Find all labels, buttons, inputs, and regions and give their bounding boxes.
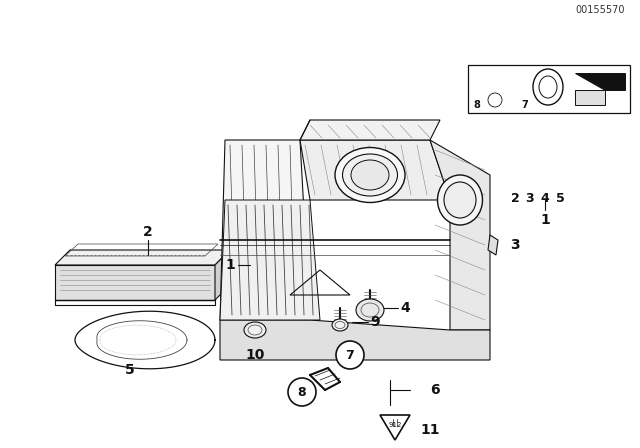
Text: 6: 6 [430,383,440,397]
Polygon shape [220,200,320,320]
Polygon shape [220,320,490,360]
Bar [468,65,630,113]
Ellipse shape [356,299,384,321]
Text: 00155570: 00155570 [575,5,625,15]
Text: 9: 9 [370,315,380,329]
Text: 8: 8 [474,100,481,110]
Text: 4: 4 [400,301,410,315]
Ellipse shape [335,147,405,202]
Polygon shape [215,250,230,300]
Polygon shape [430,140,490,330]
Text: 5: 5 [125,363,135,377]
Text: 11: 11 [420,423,440,437]
Polygon shape [488,235,498,255]
Polygon shape [300,120,440,140]
Polygon shape [575,73,625,90]
Text: 10: 10 [245,348,265,362]
Ellipse shape [342,154,397,196]
Text: 3: 3 [525,191,534,204]
Polygon shape [220,140,310,320]
Circle shape [288,378,316,406]
Polygon shape [55,265,215,300]
Ellipse shape [244,322,266,338]
Ellipse shape [332,319,348,331]
Text: 1: 1 [225,258,235,272]
Ellipse shape [351,160,389,190]
Circle shape [488,93,502,107]
Text: 912: 912 [388,422,402,428]
Polygon shape [55,250,230,265]
Ellipse shape [438,175,483,225]
Ellipse shape [533,69,563,105]
Text: 7: 7 [346,349,355,362]
Polygon shape [575,90,605,105]
Polygon shape [300,140,450,200]
Text: 1: 1 [540,213,550,227]
Text: 2: 2 [143,225,153,239]
Ellipse shape [539,76,557,98]
Text: 3: 3 [510,238,520,252]
Text: 8: 8 [298,385,307,399]
Text: 7: 7 [522,100,529,110]
Text: 4: 4 [541,191,549,204]
Ellipse shape [444,182,476,218]
Circle shape [336,341,364,369]
Text: 2: 2 [511,191,520,204]
Text: 5: 5 [556,191,564,204]
